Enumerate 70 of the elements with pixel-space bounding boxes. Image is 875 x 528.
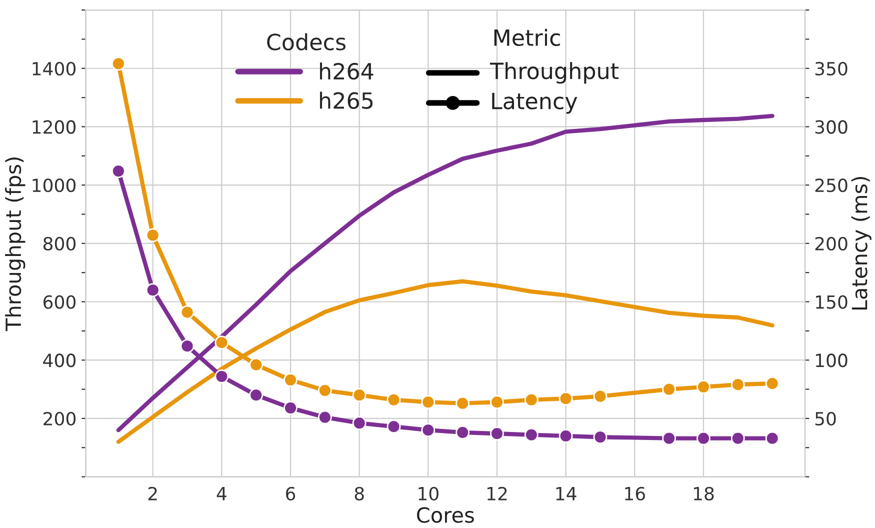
point — [593, 389, 608, 404]
y2-tick-label: 350 — [815, 62, 848, 76]
point — [421, 423, 436, 438]
point — [352, 416, 366, 430]
point — [730, 378, 745, 392]
point — [180, 305, 194, 320]
point — [662, 382, 676, 396]
y2-tick-label: 300 — [815, 120, 848, 134]
point — [180, 339, 194, 354]
point — [558, 392, 573, 406]
point — [146, 228, 160, 242]
x-tick-label: 14 — [556, 487, 576, 500]
annotation: Throughput — [490, 62, 619, 84]
legend-title: Codecs — [267, 33, 346, 50]
point — [284, 372, 298, 387]
point — [352, 388, 366, 402]
point — [112, 164, 126, 178]
y-tick-label: 400 — [43, 354, 76, 368]
y2-tick-label: 50 — [815, 412, 836, 426]
point — [146, 283, 160, 298]
point — [386, 420, 401, 434]
y2-axis-title: Latency (ms) — [851, 177, 872, 310]
y-tick-label: 200 — [44, 412, 76, 426]
y-tick-label: 1200 — [32, 120, 76, 134]
x-axis-title: Cores — [417, 507, 474, 523]
y-tick-label: 1400 — [32, 62, 76, 76]
y-tick-label: 800 — [43, 236, 76, 251]
point — [249, 388, 264, 402]
point — [249, 358, 264, 372]
point — [593, 430, 608, 444]
point — [456, 396, 470, 410]
point — [765, 376, 780, 390]
point — [730, 431, 745, 446]
point — [284, 400, 298, 415]
x-tick-label: 2 — [148, 486, 157, 500]
point — [662, 431, 676, 446]
y-tick-label: 1000 — [32, 178, 76, 192]
point — [318, 383, 332, 398]
annotation: Latency — [492, 92, 578, 114]
point — [386, 392, 401, 407]
point — [421, 395, 436, 410]
point — [696, 431, 710, 446]
x-tick-label: 18 — [694, 486, 714, 500]
x-tick-label: 6 — [286, 486, 296, 500]
y-tick-label: 600 — [44, 295, 76, 309]
point — [490, 395, 504, 410]
y2-tick-label: 200 — [815, 236, 848, 251]
point — [490, 426, 504, 441]
y2-tick-label: 150 — [816, 295, 848, 309]
x-tick-label: 4 — [216, 487, 226, 500]
point — [112, 56, 126, 71]
x-tick-label: 12 — [487, 486, 507, 500]
legend-label: h264 — [320, 62, 374, 80]
point — [318, 410, 332, 424]
y-axis-title: Throughput (fps) — [5, 158, 26, 332]
point — [524, 428, 538, 442]
point — [696, 380, 710, 394]
point — [558, 429, 573, 443]
point — [214, 369, 229, 384]
x-tick-label: 10 — [418, 486, 438, 500]
legend-label: h265 — [320, 92, 373, 109]
point — [214, 336, 229, 350]
point — [456, 426, 470, 440]
x-tick-label: 8 — [354, 486, 364, 500]
annotation: Metric — [494, 28, 560, 46]
y2-tick-label: 100 — [816, 354, 848, 368]
point — [524, 392, 538, 407]
y2-tick-label: 250 — [815, 178, 848, 192]
x-tick-label: 16 — [625, 486, 645, 500]
point — [765, 431, 780, 446]
